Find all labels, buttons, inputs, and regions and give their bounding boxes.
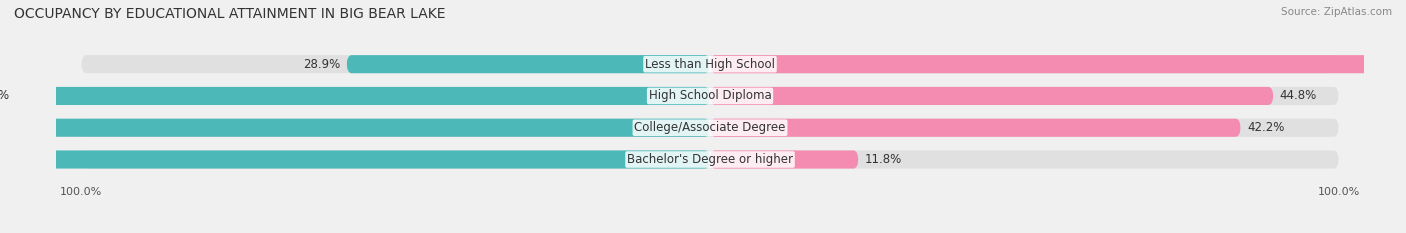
Text: OCCUPANCY BY EDUCATIONAL ATTAINMENT IN BIG BEAR LAKE: OCCUPANCY BY EDUCATIONAL ATTAINMENT IN B… (14, 7, 446, 21)
FancyBboxPatch shape (82, 119, 1339, 137)
Text: College/Associate Degree: College/Associate Degree (634, 121, 786, 134)
FancyBboxPatch shape (82, 55, 1339, 73)
Legend: Owner-occupied, Renter-occupied: Owner-occupied, Renter-occupied (579, 230, 841, 233)
Text: Source: ZipAtlas.com: Source: ZipAtlas.com (1281, 7, 1392, 17)
FancyBboxPatch shape (710, 151, 859, 168)
FancyBboxPatch shape (710, 55, 1406, 73)
FancyBboxPatch shape (710, 87, 1274, 105)
Text: High School Diploma: High School Diploma (648, 89, 772, 103)
Text: 44.8%: 44.8% (1279, 89, 1317, 103)
Text: 28.9%: 28.9% (304, 58, 340, 71)
FancyBboxPatch shape (346, 55, 710, 73)
FancyBboxPatch shape (0, 151, 710, 168)
Text: Less than High School: Less than High School (645, 58, 775, 71)
FancyBboxPatch shape (710, 119, 1240, 137)
Text: 55.2%: 55.2% (0, 89, 10, 103)
Text: Bachelor's Degree or higher: Bachelor's Degree or higher (627, 153, 793, 166)
FancyBboxPatch shape (15, 87, 710, 105)
FancyBboxPatch shape (82, 87, 1339, 105)
FancyBboxPatch shape (82, 151, 1339, 168)
Text: 11.8%: 11.8% (865, 153, 901, 166)
FancyBboxPatch shape (0, 119, 710, 137)
Text: 42.2%: 42.2% (1247, 121, 1284, 134)
